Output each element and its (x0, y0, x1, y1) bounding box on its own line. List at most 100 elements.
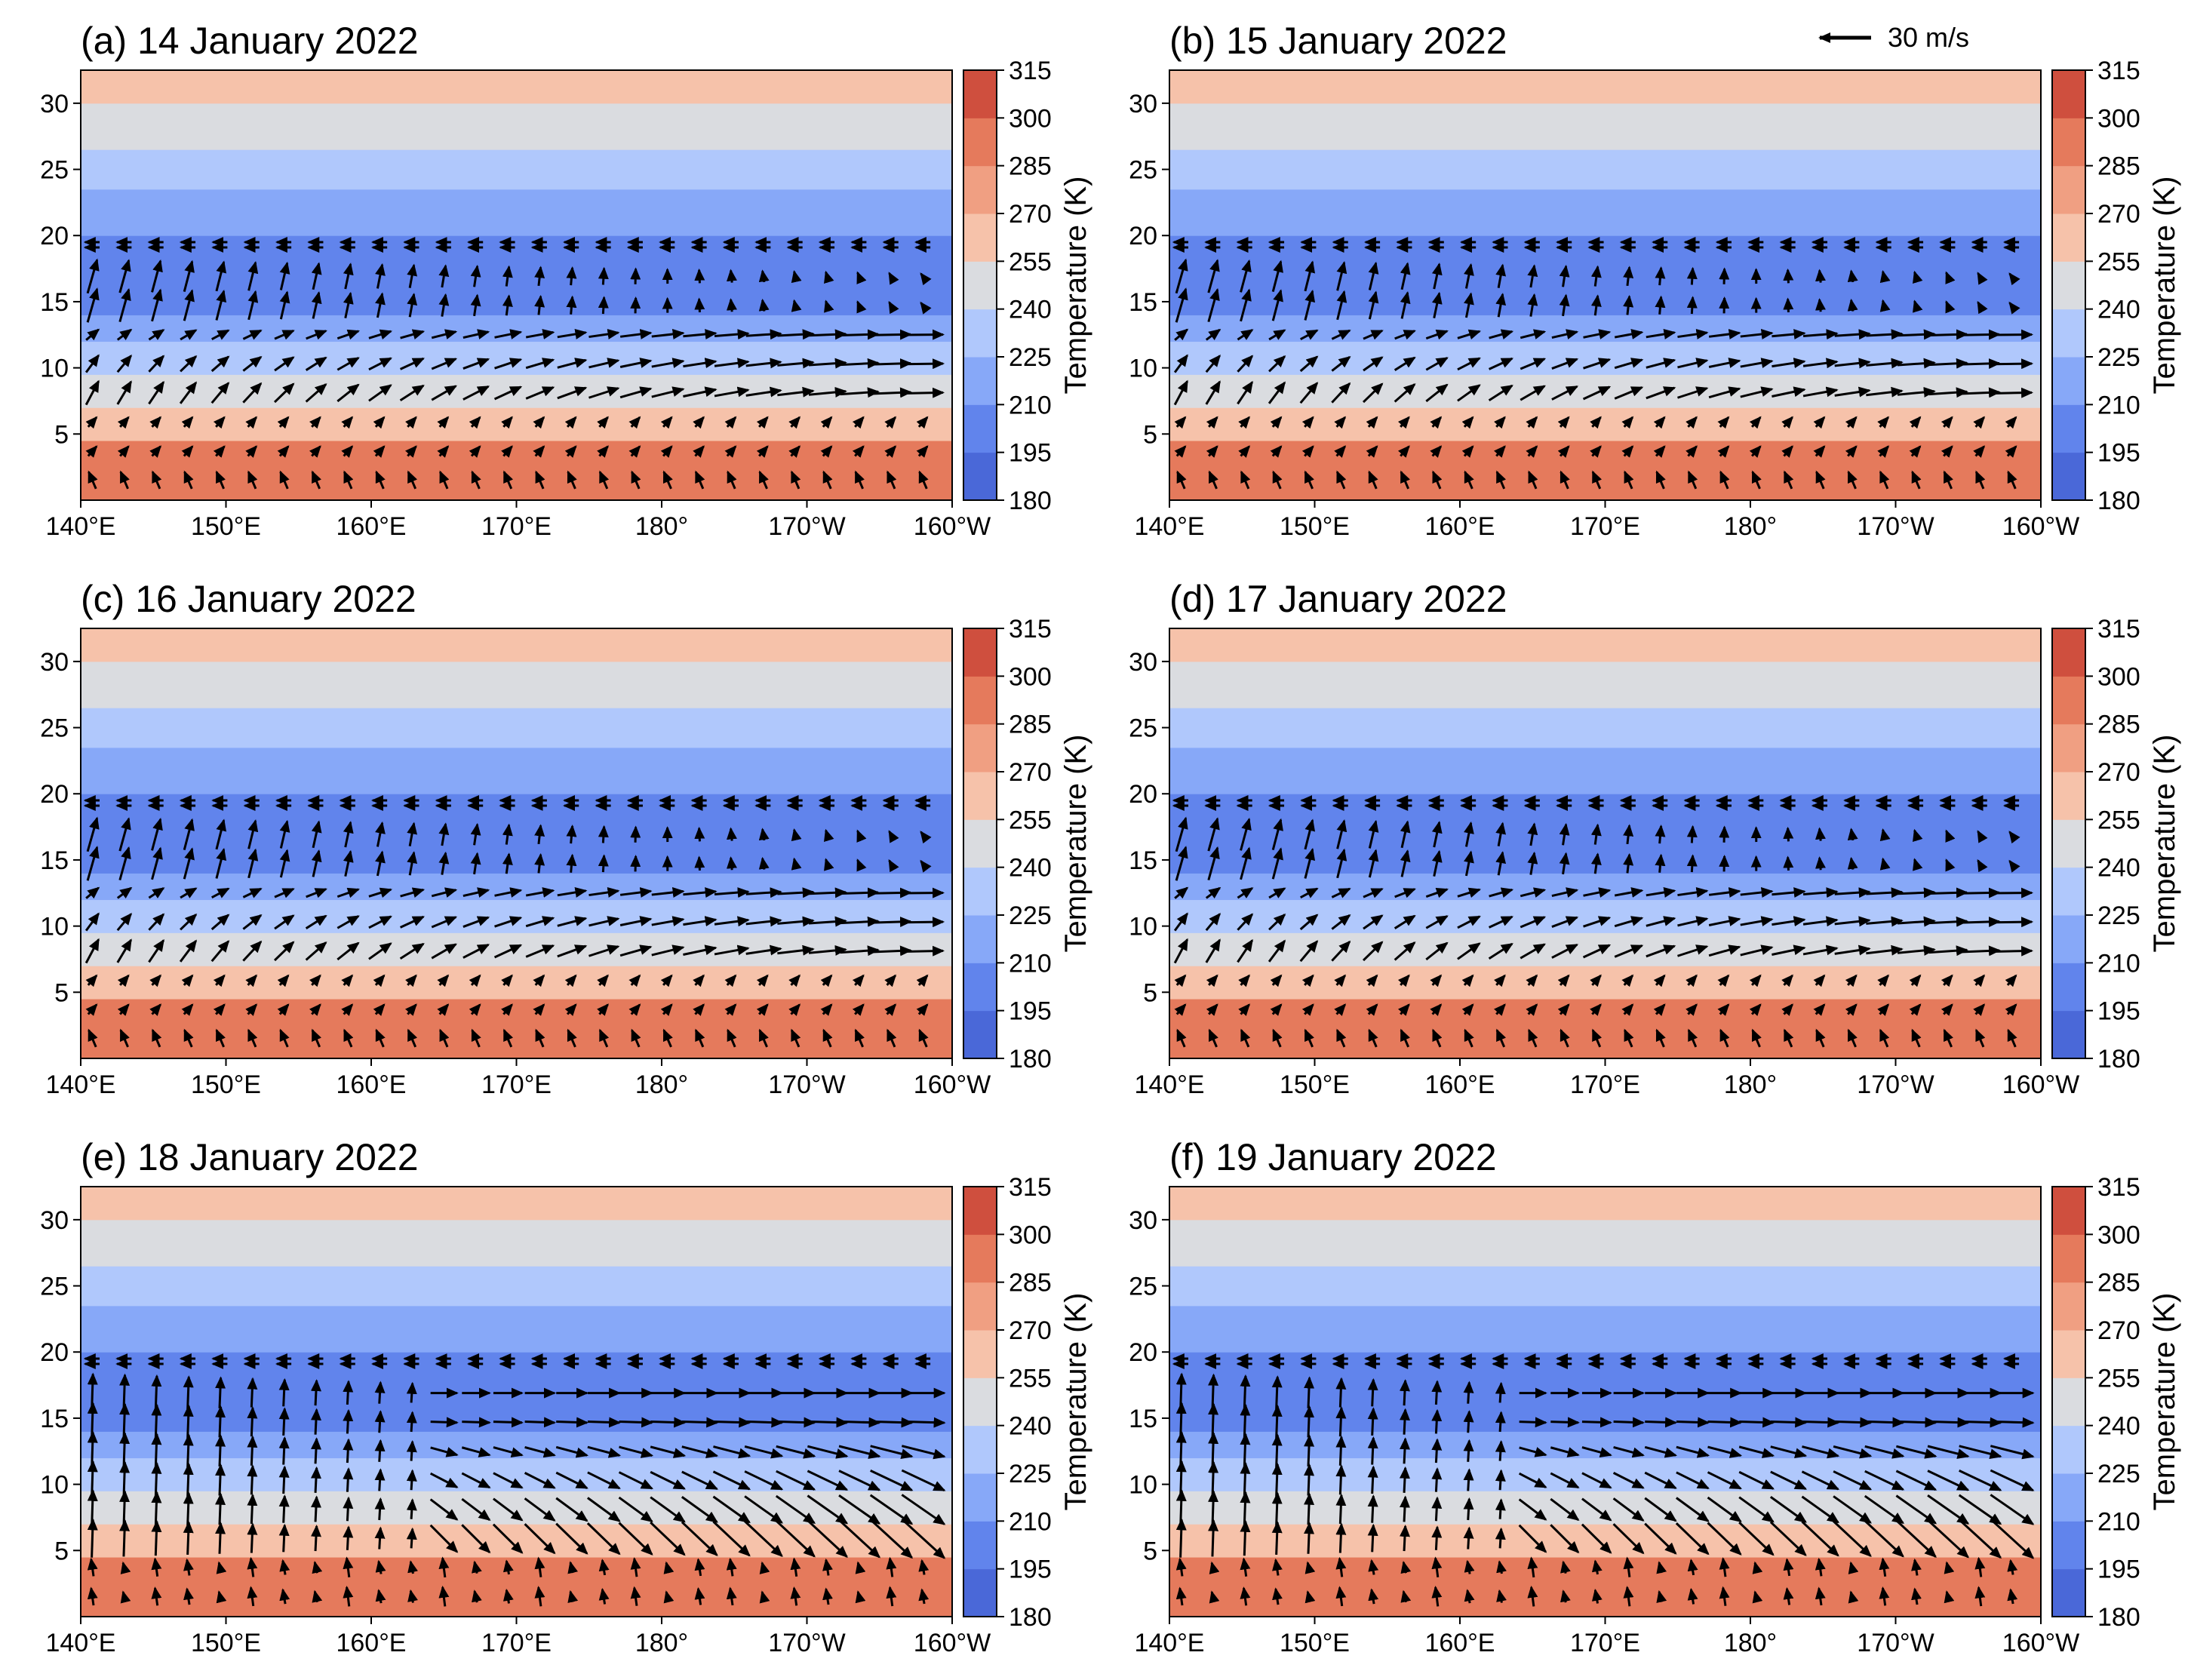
wind-arrow (533, 974, 545, 987)
wind-arrow (374, 1439, 386, 1462)
wind-arrow (1551, 358, 1579, 370)
wind-arrow (215, 470, 226, 490)
wind-arrow (886, 470, 897, 490)
wind-arrow (373, 974, 386, 987)
temperature-band (81, 341, 952, 375)
wind-arrow (788, 1003, 801, 1016)
y-tick-label: 15 (1129, 288, 1157, 317)
temperature-band (1169, 932, 2041, 966)
wind-arrow (1583, 358, 1612, 370)
wind-arrow (1526, 974, 1538, 987)
wind-arrow (247, 470, 258, 490)
wind-arrow (1399, 1495, 1410, 1522)
wind-arrow (1463, 1468, 1474, 1491)
wind-arrow (662, 1028, 673, 1048)
wind-arrow (210, 355, 230, 373)
colorbar-label: Temperature (K) (2148, 177, 2181, 395)
wind-arrow (1336, 290, 1347, 321)
wind-arrow (1397, 445, 1410, 458)
wind-arrow (1945, 271, 1956, 284)
wind-arrow (1304, 1522, 1315, 1554)
wind-arrow (374, 1381, 386, 1404)
wind-arrow (1366, 445, 1378, 458)
wind-arrow (619, 944, 653, 957)
wind-arrow (1363, 888, 1384, 898)
wind-arrow (1336, 261, 1347, 291)
wind-arrow (1331, 914, 1351, 930)
temperature-band (1169, 1524, 2041, 1558)
colorbar-segment (2052, 1568, 2085, 1617)
temperature-band (81, 315, 952, 342)
wind-arrow (1621, 445, 1634, 458)
wind-arrow (1614, 329, 1644, 339)
wind-arrow (311, 262, 322, 290)
wind-arrow (1813, 974, 1826, 987)
wind-arrow (791, 857, 802, 871)
wind-arrow (1977, 272, 1988, 285)
wind-arrow (247, 1493, 258, 1524)
wind-arrow (694, 855, 705, 871)
wind-arrow (471, 470, 481, 490)
wind-arrow (1174, 1003, 1187, 1016)
wind-arrow (309, 974, 321, 987)
wind-arrow (1590, 445, 1602, 458)
wind-arrow (651, 386, 685, 398)
wind-arrow (1301, 974, 1314, 987)
wind-arrow (85, 1003, 98, 1016)
wind-arrow (525, 329, 555, 339)
colorbar-tick-label: 240 (1009, 296, 1052, 324)
wind-arrow (557, 887, 588, 898)
wind-arrow (1913, 858, 1923, 871)
colorbar-tick-label: 180 (2097, 487, 2140, 515)
wind-arrow (1557, 445, 1570, 458)
wind-arrow (1559, 293, 1570, 317)
wind-arrow (1520, 329, 1547, 339)
wind-arrow (557, 386, 588, 400)
colorbar-tick-label: 270 (1009, 1316, 1052, 1345)
temperature-band (81, 149, 952, 190)
wind-arrow (1590, 1003, 1602, 1016)
wind-arrow (888, 858, 899, 873)
wind-arrow (525, 386, 555, 400)
wind-arrow (1335, 1406, 1347, 1437)
wind-arrow (1943, 470, 1953, 490)
wind-arrow (343, 849, 354, 877)
x-tick-label: 140°E (1134, 1070, 1204, 1099)
wind-arrow (1815, 1028, 1826, 1048)
temperature-band (1169, 473, 2041, 501)
wind-arrow (1783, 855, 1794, 871)
y-tick-label: 15 (1129, 1405, 1157, 1433)
wind-arrow (1271, 289, 1283, 321)
wind-arrow (1271, 1521, 1283, 1556)
colorbar-segment (963, 1010, 997, 1059)
colorbar-segment (963, 1521, 997, 1570)
wind-arrow (1974, 470, 1986, 490)
wind-arrow (1526, 445, 1538, 458)
colorbar-tick-label: 195 (2097, 439, 2140, 468)
colorbar-segment (2052, 867, 2085, 916)
wind-arrow (502, 470, 514, 490)
colorbar-tick-label: 285 (2097, 152, 2140, 181)
wind-arrow (1237, 329, 1254, 341)
wind-arrow (215, 1405, 226, 1438)
colorbar-tick-label: 300 (1009, 104, 1052, 133)
wind-vectors (1172, 237, 2034, 490)
wind-arrow (470, 852, 481, 875)
wind-arrow (1909, 1003, 1922, 1016)
colorbar-segment (963, 261, 997, 310)
colorbar-tick-label: 270 (2097, 200, 2140, 229)
wind-arrow (431, 329, 458, 339)
wind-arrow (1708, 916, 1741, 926)
wind-arrow (1646, 386, 1676, 400)
wind-arrow (1431, 1380, 1443, 1405)
temperature-band (81, 1589, 952, 1617)
wind-arrow (598, 825, 609, 843)
wind-arrow (1813, 416, 1826, 429)
wind-arrow (1488, 915, 1514, 929)
wind-arrow (311, 470, 321, 490)
wind-arrow (1335, 1464, 1347, 1495)
wind-arrow (407, 263, 418, 288)
wind-arrow (777, 329, 815, 340)
wind-arrow (808, 944, 847, 956)
